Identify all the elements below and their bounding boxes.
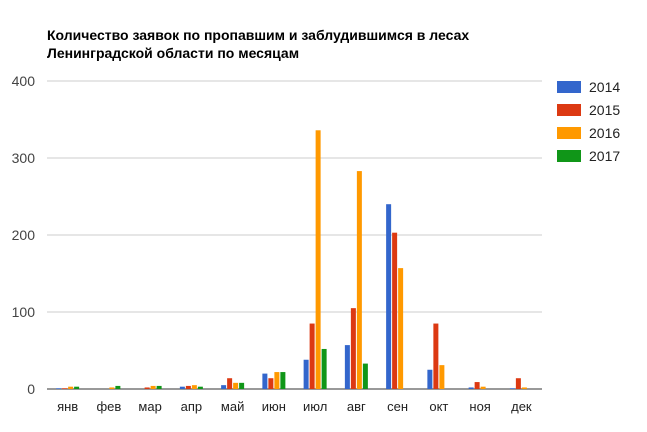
bar-2014-дек: [509, 388, 515, 389]
bar-2015-янв: [62, 388, 68, 389]
x-tick-label: авг: [347, 399, 366, 414]
bar-2017-июн: [280, 372, 286, 389]
bar-2014-сен: [386, 204, 392, 389]
y-tick-label: 400: [12, 73, 36, 89]
y-tick-label: 0: [27, 381, 35, 397]
bar-2015-май: [227, 378, 233, 389]
x-tick-label: дек: [511, 399, 532, 414]
bar-2014-июн: [262, 373, 268, 389]
x-tick-label: мар: [138, 399, 161, 414]
bar-2017-июл: [321, 348, 327, 389]
bar-2017-апр: [197, 386, 203, 389]
bar-2015-окт: [433, 323, 439, 389]
bar-2016-фев: [109, 387, 115, 389]
x-tick-label: июн: [262, 399, 286, 414]
legend-swatch-2014: [557, 81, 581, 93]
bar-2016-авг: [356, 171, 362, 389]
chart-title-line-2: Ленинградской области по месяцам: [47, 45, 300, 61]
bar-2017-янв: [74, 386, 80, 389]
bar-2014-апр: [179, 386, 185, 389]
bar-2014-окт: [427, 369, 433, 389]
x-tick-label: сен: [387, 399, 408, 414]
bar-2016-май: [233, 382, 239, 389]
bar-2016-сен: [398, 268, 404, 389]
x-tick-label: окт: [429, 399, 448, 414]
legend-label: 2017: [589, 148, 620, 164]
bar-2016-янв: [68, 386, 74, 389]
x-axis: янв фев мар апр май июн июл авг сен окт ноя дек: [57, 399, 532, 414]
legend: 2014 2015 2016 2017: [557, 79, 620, 164]
bar-2015-ноя: [474, 382, 480, 389]
bar-2016-июн: [274, 372, 280, 389]
chart-title-line-1: Количество заявок по пропавшим и заблуди…: [47, 27, 470, 43]
x-tick-label: янв: [57, 399, 78, 414]
bar-2015-сен: [392, 232, 398, 389]
legend-swatch-2015: [557, 104, 581, 116]
gridlines: [47, 80, 542, 390]
legend-label: 2015: [589, 102, 620, 118]
bar-2016-дек: [521, 387, 527, 389]
x-tick-label: ноя: [469, 399, 490, 414]
y-axis: 0 100 200 300 400: [12, 73, 36, 397]
bar-2014-июл: [303, 359, 309, 389]
bar-2015-авг: [350, 308, 356, 389]
x-tick-label: апр: [181, 399, 203, 414]
bar-2015-мар: [144, 387, 150, 389]
bar-2017-авг: [362, 363, 368, 389]
bar-2015-апр: [185, 385, 191, 389]
bar-2014-ноя: [468, 387, 474, 389]
legend-swatch-2017: [557, 150, 581, 162]
bar-2016-окт: [439, 365, 445, 389]
x-tick-label: май: [221, 399, 244, 414]
bar-2015-июл: [309, 323, 315, 389]
bar-2017-мар: [156, 385, 162, 389]
bar-2016-апр: [191, 385, 197, 389]
bar-2014-янв: [56, 388, 62, 389]
bar-2017-май: [239, 382, 245, 389]
bar-2016-ноя: [480, 386, 486, 389]
legend-label: 2016: [589, 125, 620, 141]
bar-2017-фев: [115, 385, 121, 389]
chart-title: Количество заявок по пропавшим и заблуди…: [47, 26, 507, 62]
legend-label: 2014: [589, 79, 620, 95]
bar-2016-мар: [150, 385, 156, 389]
bar-2014-май: [221, 385, 227, 389]
bar-2015-дек: [515, 378, 521, 389]
bar-2016-июл: [315, 130, 321, 389]
y-tick-label: 200: [12, 227, 36, 243]
legend-swatch-2016: [557, 127, 581, 139]
bar-2015-июн: [268, 378, 274, 389]
bar-2014-авг: [344, 345, 350, 389]
y-tick-label: 100: [12, 304, 36, 320]
bars: [56, 130, 527, 389]
y-tick-label: 300: [12, 150, 36, 166]
x-tick-label: июл: [303, 399, 327, 414]
x-tick-label: фев: [96, 399, 121, 414]
